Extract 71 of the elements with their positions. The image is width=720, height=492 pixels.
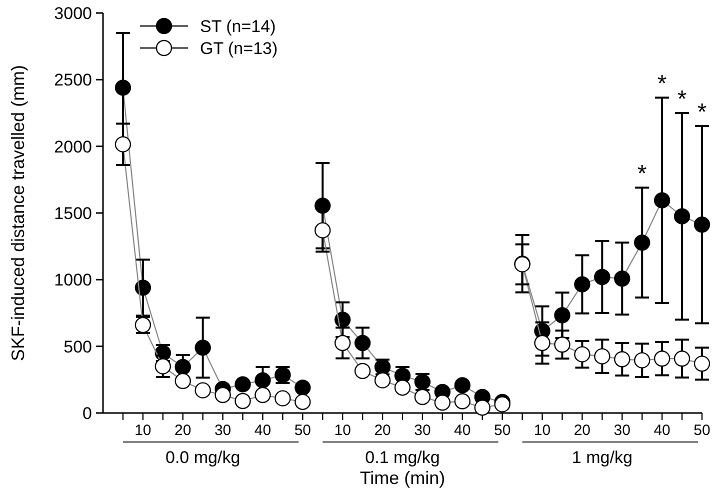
- point: [394, 380, 411, 396]
- y-tick-label: 500: [64, 337, 92, 356]
- y-tick-label: 1500: [54, 204, 92, 223]
- y-tick-label: 0: [82, 404, 92, 423]
- point: [294, 380, 311, 396]
- point: [534, 334, 550, 352]
- point: [634, 234, 650, 251]
- x-tick-label: 40: [254, 422, 272, 439]
- point: [694, 356, 710, 372]
- x-tick-label: 30: [414, 422, 431, 439]
- x-tick-label: 10: [134, 422, 152, 439]
- point: [634, 352, 650, 368]
- point: [694, 216, 710, 233]
- annotation: *: [657, 70, 667, 98]
- y-tick-label: 1000: [54, 270, 92, 290]
- point: [674, 208, 690, 224]
- point: [214, 386, 231, 404]
- y-axis-title: SKF-induced distance travelled (mm): [8, 64, 28, 362]
- point: [674, 350, 690, 367]
- x-tick-label: 50: [294, 422, 312, 439]
- point: [474, 400, 490, 416]
- point: [114, 136, 132, 152]
- annotation: *: [637, 160, 647, 188]
- point: [654, 350, 670, 367]
- point: [354, 362, 371, 380]
- point: [574, 346, 590, 362]
- y-tick-label: 3000: [54, 4, 92, 23]
- x-axis-title: Time (min): [360, 468, 446, 488]
- point: [434, 394, 451, 411]
- legend-label: ST (n=14): [200, 16, 276, 36]
- x-tick-label: 30: [614, 422, 630, 439]
- point: [554, 307, 570, 324]
- point: [314, 222, 331, 238]
- point: [254, 372, 271, 388]
- point: [114, 80, 132, 96]
- x-tick-label: 40: [454, 422, 471, 439]
- annotation: *: [697, 98, 707, 126]
- point: [614, 351, 630, 368]
- x-tick-label: 20: [374, 422, 391, 439]
- y-tick-label: 2000: [54, 137, 92, 156]
- point: [594, 268, 610, 286]
- annotation: *: [677, 86, 687, 113]
- point: [174, 372, 191, 390]
- y-tick-label: 2500: [54, 70, 92, 90]
- point: [454, 377, 470, 394]
- x-tick-label: 20: [174, 422, 192, 439]
- x-tick-label: 10: [334, 422, 351, 439]
- text: 0.1 mg/kg: [365, 448, 440, 467]
- point: [594, 348, 610, 364]
- x-tick-label: 10: [534, 422, 551, 439]
- x-tick-label: 20: [574, 422, 591, 439]
- point: [154, 358, 171, 374]
- point: [614, 270, 630, 287]
- point: [254, 386, 271, 404]
- point: [354, 334, 371, 352]
- point: [334, 334, 351, 352]
- point: [234, 376, 251, 392]
- point: [574, 276, 590, 292]
- x-tick-label: 30: [214, 422, 232, 439]
- x-tick-label: 40: [654, 422, 670, 439]
- point: [654, 192, 670, 208]
- text: 0.0 mg/kg: [166, 448, 240, 467]
- point: [174, 358, 191, 376]
- text: 1 mg/kg: [572, 448, 632, 467]
- x-tick-label: 50: [694, 422, 710, 439]
- point: [554, 336, 570, 353]
- x-tick-label: 50: [494, 422, 511, 439]
- point: [234, 392, 251, 410]
- point: [194, 340, 211, 356]
- point: [134, 280, 152, 296]
- legend-label: GT (n=13): [200, 38, 278, 58]
